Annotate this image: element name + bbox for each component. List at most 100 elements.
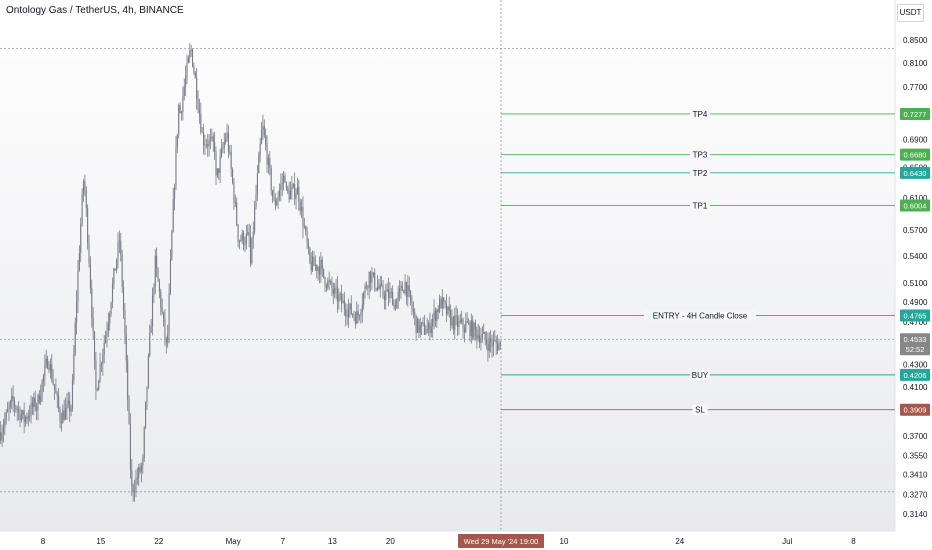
candle-body [26,417,28,420]
candle-body [40,396,42,403]
candle-body [341,293,343,304]
candle-body [375,288,377,290]
candle-body [462,319,464,329]
candle-body [212,136,214,142]
candle-body [367,287,369,289]
candle-body [394,305,396,309]
price-level-badge [900,148,930,161]
candle-body [161,307,163,313]
candle-body [93,331,96,361]
candle-body [313,256,315,266]
candle-body [82,181,85,195]
candle-body [425,332,427,335]
price-level-label: ENTRY - 4H Candle Close [653,311,748,320]
candle-body [285,182,287,189]
candle-body [430,326,432,334]
candle-body [31,402,33,407]
price-level-label-bg [690,369,710,380]
candle-body [433,310,435,319]
candle-body [56,393,58,397]
candle-body [30,402,32,416]
candle-body [78,252,80,271]
candle-body [492,340,494,347]
candle-body [187,57,189,63]
candle-body [193,66,195,73]
candle-body [58,396,60,410]
candle-body [229,151,231,153]
candle-body [138,467,140,478]
candle-body [305,227,307,232]
candle-body [473,322,475,338]
candle-body [135,477,137,491]
candle-body [147,355,149,387]
time-tick-label: Jul [782,537,792,546]
price-level-badge-text: 0.6430 [904,169,927,178]
price-badges: 0.7277 0.6680 0.6430 0.6004 0.4765 0.4206 0.39… [900,107,930,416]
candle-body [151,294,154,327]
time-tick-label: 8 [851,537,856,546]
candle-body [479,335,481,344]
candle-body [18,409,20,411]
candle-body [295,194,297,200]
candle-body [488,338,490,351]
time-tick-label: May [226,537,241,546]
price-level-label: TP3 [693,151,708,160]
price-levels-group: TP4 TP3 TP2 TP1 ENTRY - 4H Candle Close BUY SL [501,108,895,415]
price-level-badge-text: 0.3909 [904,406,927,415]
candle-body [149,332,151,356]
candle-body [356,311,358,324]
price-level-label-bg [690,108,710,119]
candle-body [49,364,51,371]
candle-body [328,280,330,282]
candle-body [499,342,501,345]
candle-body [320,259,322,275]
price-level-label: SL [695,406,705,415]
candle-body [215,151,217,176]
candle-body [309,247,311,263]
candle-body [131,470,133,487]
candle-body [169,259,172,293]
candle-body [411,301,413,310]
price-axis-panel [895,0,932,550]
candle-body [227,132,229,152]
candle-body [423,322,425,335]
candle-body [487,343,489,351]
candle-body [277,196,279,202]
candle-body [335,287,337,289]
candle-body [167,334,169,343]
candle-body [194,72,196,78]
price-level-label-bg [690,149,710,160]
candle-body [255,193,257,208]
candle-body [110,302,112,314]
candle-body [87,208,89,244]
candle-body [219,155,221,173]
price-level-label-bg [690,200,710,211]
candle-body [365,285,367,288]
candle-body [451,317,453,326]
candle-body [96,389,98,391]
candle-body [216,168,218,176]
candle-body [345,309,347,316]
candle-body [248,232,250,237]
currency-button[interactable]: USDT [897,4,924,22]
candle-body [280,184,282,191]
price-tick-label: 0.3550 [903,452,928,461]
candle-body [62,410,64,424]
time-axis-panel [0,531,895,550]
candle-body [474,322,477,330]
candle-body [256,173,258,194]
candle-body [314,264,316,266]
candle-body [266,145,268,165]
candle-body [350,303,352,315]
candle-body [272,190,274,197]
candle-body [321,259,323,269]
time-tick-label: 24 [675,537,684,546]
candle-body [38,394,40,403]
candle-body [205,144,207,146]
candle-body [99,363,101,381]
candle-body [218,168,220,173]
crosshair-group [0,0,895,531]
time-tick-label: 15 [96,537,105,546]
candle-body [336,287,339,302]
